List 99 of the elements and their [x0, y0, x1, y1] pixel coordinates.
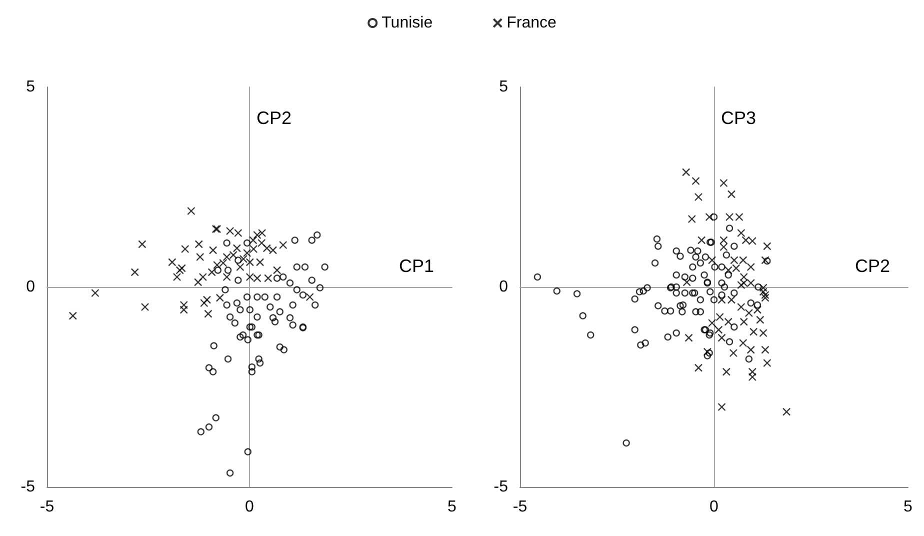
x-axis-title: CP1: [398, 256, 434, 276]
point: [138, 240, 146, 248]
legend-label: Tunisie: [382, 14, 433, 32]
point: [749, 328, 758, 336]
point: [746, 262, 755, 272]
point: [202, 296, 212, 304]
point: [761, 346, 770, 354]
legend-label: France: [506, 14, 556, 32]
point: [268, 246, 278, 254]
point: [262, 244, 272, 252]
point: [226, 226, 234, 236]
point: [720, 178, 728, 188]
point: [727, 190, 736, 198]
point: [756, 316, 764, 324]
point: [140, 302, 150, 312]
point: [242, 248, 252, 258]
point: [744, 308, 754, 318]
point: [722, 368, 731, 376]
point: [229, 250, 238, 260]
point: [716, 312, 724, 322]
point: [746, 278, 755, 288]
point: [208, 246, 218, 254]
point: [216, 294, 224, 302]
y-tick-label: 0: [26, 278, 36, 296]
point: [130, 268, 139, 276]
point: [763, 358, 772, 368]
point: [181, 244, 190, 254]
point: [782, 408, 791, 416]
point: [748, 236, 757, 246]
point: [246, 258, 254, 266]
point: [718, 296, 726, 304]
point: [737, 228, 746, 238]
y-axis-title: CP2: [256, 108, 292, 128]
point: [222, 252, 231, 262]
point: [753, 306, 762, 314]
x-tick-label: 5: [448, 498, 457, 516]
point: [688, 214, 696, 224]
point: [272, 266, 282, 274]
point: [682, 168, 690, 176]
point: [682, 278, 691, 286]
point: [234, 228, 242, 238]
point: [236, 262, 244, 272]
point: [187, 206, 196, 216]
point: [256, 258, 264, 266]
point: [727, 296, 736, 304]
point: [684, 334, 693, 342]
point: [735, 212, 744, 222]
point: [739, 256, 748, 264]
point: [194, 240, 203, 248]
point: [213, 260, 222, 270]
point: [222, 272, 231, 282]
point: [718, 334, 726, 342]
point: [168, 258, 176, 266]
point: [705, 212, 714, 222]
x-tick-label: -5: [512, 498, 528, 516]
point: [737, 302, 746, 312]
point: [253, 230, 262, 240]
point: [196, 252, 204, 262]
point: [692, 176, 700, 186]
y-tick-label: -5: [494, 478, 508, 496]
point: [724, 318, 732, 326]
point: [264, 274, 272, 282]
y-tick-label: 5: [499, 78, 508, 96]
point: [194, 278, 202, 286]
point: [68, 312, 78, 320]
y-axis-title: CP3: [721, 108, 756, 128]
point: [759, 328, 768, 338]
y-tick-label: 0: [499, 278, 508, 296]
point: [763, 242, 772, 250]
x-tick-label: -5: [40, 498, 54, 516]
point: [232, 244, 242, 252]
point: [694, 192, 703, 202]
point: [200, 298, 208, 308]
point: [718, 402, 726, 412]
x-tick-label: 0: [710, 498, 719, 516]
point: [204, 310, 212, 318]
point: [739, 338, 748, 348]
point: [253, 274, 262, 282]
x-tick-label: 0: [245, 498, 254, 516]
point: [703, 348, 712, 356]
point: [740, 318, 748, 326]
point: [246, 272, 254, 282]
point: [208, 268, 216, 276]
point: [697, 236, 706, 244]
x-tick-label: 5: [904, 498, 913, 516]
point: [729, 348, 738, 358]
point: [91, 288, 100, 298]
point: [761, 256, 770, 264]
y-tick-label: 5: [26, 78, 36, 96]
point: [694, 364, 703, 372]
point: [219, 258, 228, 268]
point: [708, 318, 716, 328]
point: [198, 272, 208, 282]
point: [279, 240, 288, 250]
x-axis-title: CP2: [854, 256, 890, 276]
point: [746, 346, 755, 354]
point: [725, 212, 734, 222]
y-tick-label: -5: [20, 478, 36, 496]
point: [742, 236, 750, 244]
